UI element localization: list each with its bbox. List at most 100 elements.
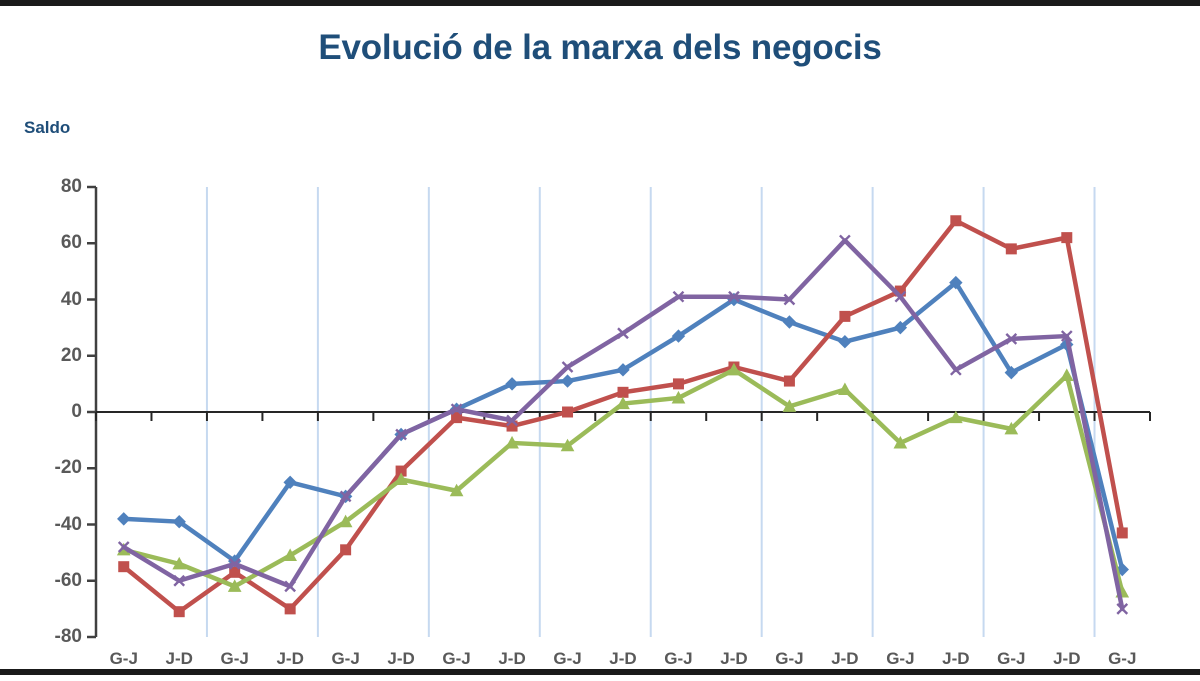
y-axis-tick-label: -60 — [54, 569, 82, 591]
data-point-marker — [839, 310, 851, 322]
data-point-marker — [173, 606, 185, 618]
data-point-marker — [672, 378, 684, 390]
data-point-marker — [228, 558, 241, 570]
series-line — [121, 238, 1125, 612]
data-point-marker — [227, 579, 242, 592]
data-point-marker — [173, 574, 186, 587]
data-point-marker — [948, 410, 963, 424]
data-point-marker — [340, 544, 352, 556]
data-point-marker — [617, 386, 629, 398]
data-point-marker — [949, 275, 963, 290]
x-axis-tick-label: G-J — [109, 649, 138, 668]
data-point-marker — [506, 414, 518, 427]
data-point-marker — [172, 514, 186, 529]
data-point-marker — [117, 512, 131, 526]
data-point-marker — [560, 374, 575, 388]
x-axis-tick-label: G-J — [553, 649, 582, 668]
series-blue — [117, 275, 1129, 577]
x-axis-tick-label: J-D — [1053, 649, 1081, 668]
data-point-marker — [671, 329, 686, 343]
data-point-marker — [118, 561, 130, 573]
data-point-marker — [562, 406, 574, 418]
y-axis-tick-label: 20 — [60, 344, 82, 366]
data-point-marker — [1116, 527, 1128, 539]
data-point-marker — [339, 490, 352, 503]
x-axis-tick-label: G-J — [886, 649, 915, 668]
data-point-marker — [728, 290, 740, 303]
y-axis-tick-label: -80 — [54, 626, 82, 647]
x-axis-tick-label: G-J — [220, 649, 249, 668]
x-axis-tick-label: G-J — [1108, 649, 1137, 668]
data-point-marker — [893, 320, 908, 335]
data-point-marker — [893, 435, 908, 449]
data-point-marker — [1060, 330, 1073, 342]
data-point-marker — [672, 290, 685, 303]
series-line — [121, 280, 1125, 572]
data-point-marker — [338, 514, 353, 528]
y-axis-tick-label: 40 — [60, 288, 82, 310]
y-axis-caption: Saldo — [24, 118, 71, 137]
data-point-marker — [617, 327, 629, 340]
data-point-marker — [229, 566, 241, 578]
series-red — [118, 215, 1128, 618]
x-axis-tick-label: G-J — [442, 649, 471, 668]
data-point-marker — [284, 580, 297, 593]
data-point-marker — [616, 363, 630, 377]
y-axis-tick-label: 0 — [71, 401, 82, 422]
data-point-marker — [561, 361, 574, 373]
data-point-marker — [1116, 603, 1129, 615]
data-point-marker — [1004, 421, 1019, 435]
data-point-marker — [727, 362, 741, 376]
data-point-marker — [450, 403, 463, 416]
data-point-marker — [449, 483, 464, 497]
x-axis-tick-label: J-D — [831, 649, 859, 668]
data-point-marker — [839, 234, 851, 247]
data-point-marker — [1004, 365, 1019, 380]
data-point-marker — [838, 334, 852, 349]
data-point-marker — [284, 603, 296, 615]
data-point-marker — [117, 541, 130, 553]
data-point-marker — [1061, 232, 1073, 244]
y-axis-tick-label: -20 — [54, 457, 82, 479]
data-point-marker — [616, 396, 630, 410]
x-axis-tick-label: J-D — [387, 649, 415, 668]
data-point-marker — [671, 390, 686, 404]
series-group — [116, 215, 1130, 618]
x-axis-tick-label: J-D — [498, 649, 526, 668]
x-axis-tick-label: J-D — [720, 649, 748, 668]
data-point-marker — [560, 438, 575, 452]
data-point-marker — [394, 472, 408, 485]
data-point-marker — [782, 315, 797, 329]
line-chart-svg — [87, 185, 1151, 639]
y-axis-tick-label: 60 — [60, 232, 82, 254]
data-point-marker — [894, 290, 907, 303]
series-green — [116, 362, 1130, 598]
x-axis-tick-label: J-D — [165, 649, 193, 668]
data-point-marker — [949, 363, 962, 376]
data-point-marker — [783, 375, 795, 387]
data-point-marker — [395, 428, 407, 441]
x-axis-tick-label: J-D — [276, 649, 304, 668]
series-purple — [117, 234, 1129, 615]
chart-plot-area: 80 60 40 20 0 -20 -40 -60 -80 G-J J-D G-J J-D G-J J-D… — [0, 6, 1200, 681]
x-axis-tick-label: G-J — [331, 649, 360, 668]
data-point-marker — [838, 382, 852, 395]
data-point-marker — [783, 293, 796, 306]
x-axis-tick-label: G-J — [664, 649, 693, 668]
data-point-marker — [283, 548, 298, 561]
data-point-marker — [1059, 368, 1074, 381]
y-axis-tick-label: -40 — [54, 513, 82, 535]
page-title: Evolució de la marxa dels negocis — [318, 28, 882, 67]
x-axis-tick-label: G-J — [997, 649, 1026, 668]
data-point-marker — [950, 215, 962, 227]
data-point-marker — [1005, 333, 1018, 345]
series-line — [121, 218, 1125, 614]
data-point-marker — [172, 556, 187, 570]
data-point-marker — [505, 435, 519, 449]
data-point-marker — [505, 377, 519, 391]
data-point-marker — [283, 475, 297, 490]
data-point-marker — [451, 412, 463, 424]
data-point-marker — [1005, 243, 1017, 255]
x-axis-tick-label: J-D — [942, 649, 970, 668]
